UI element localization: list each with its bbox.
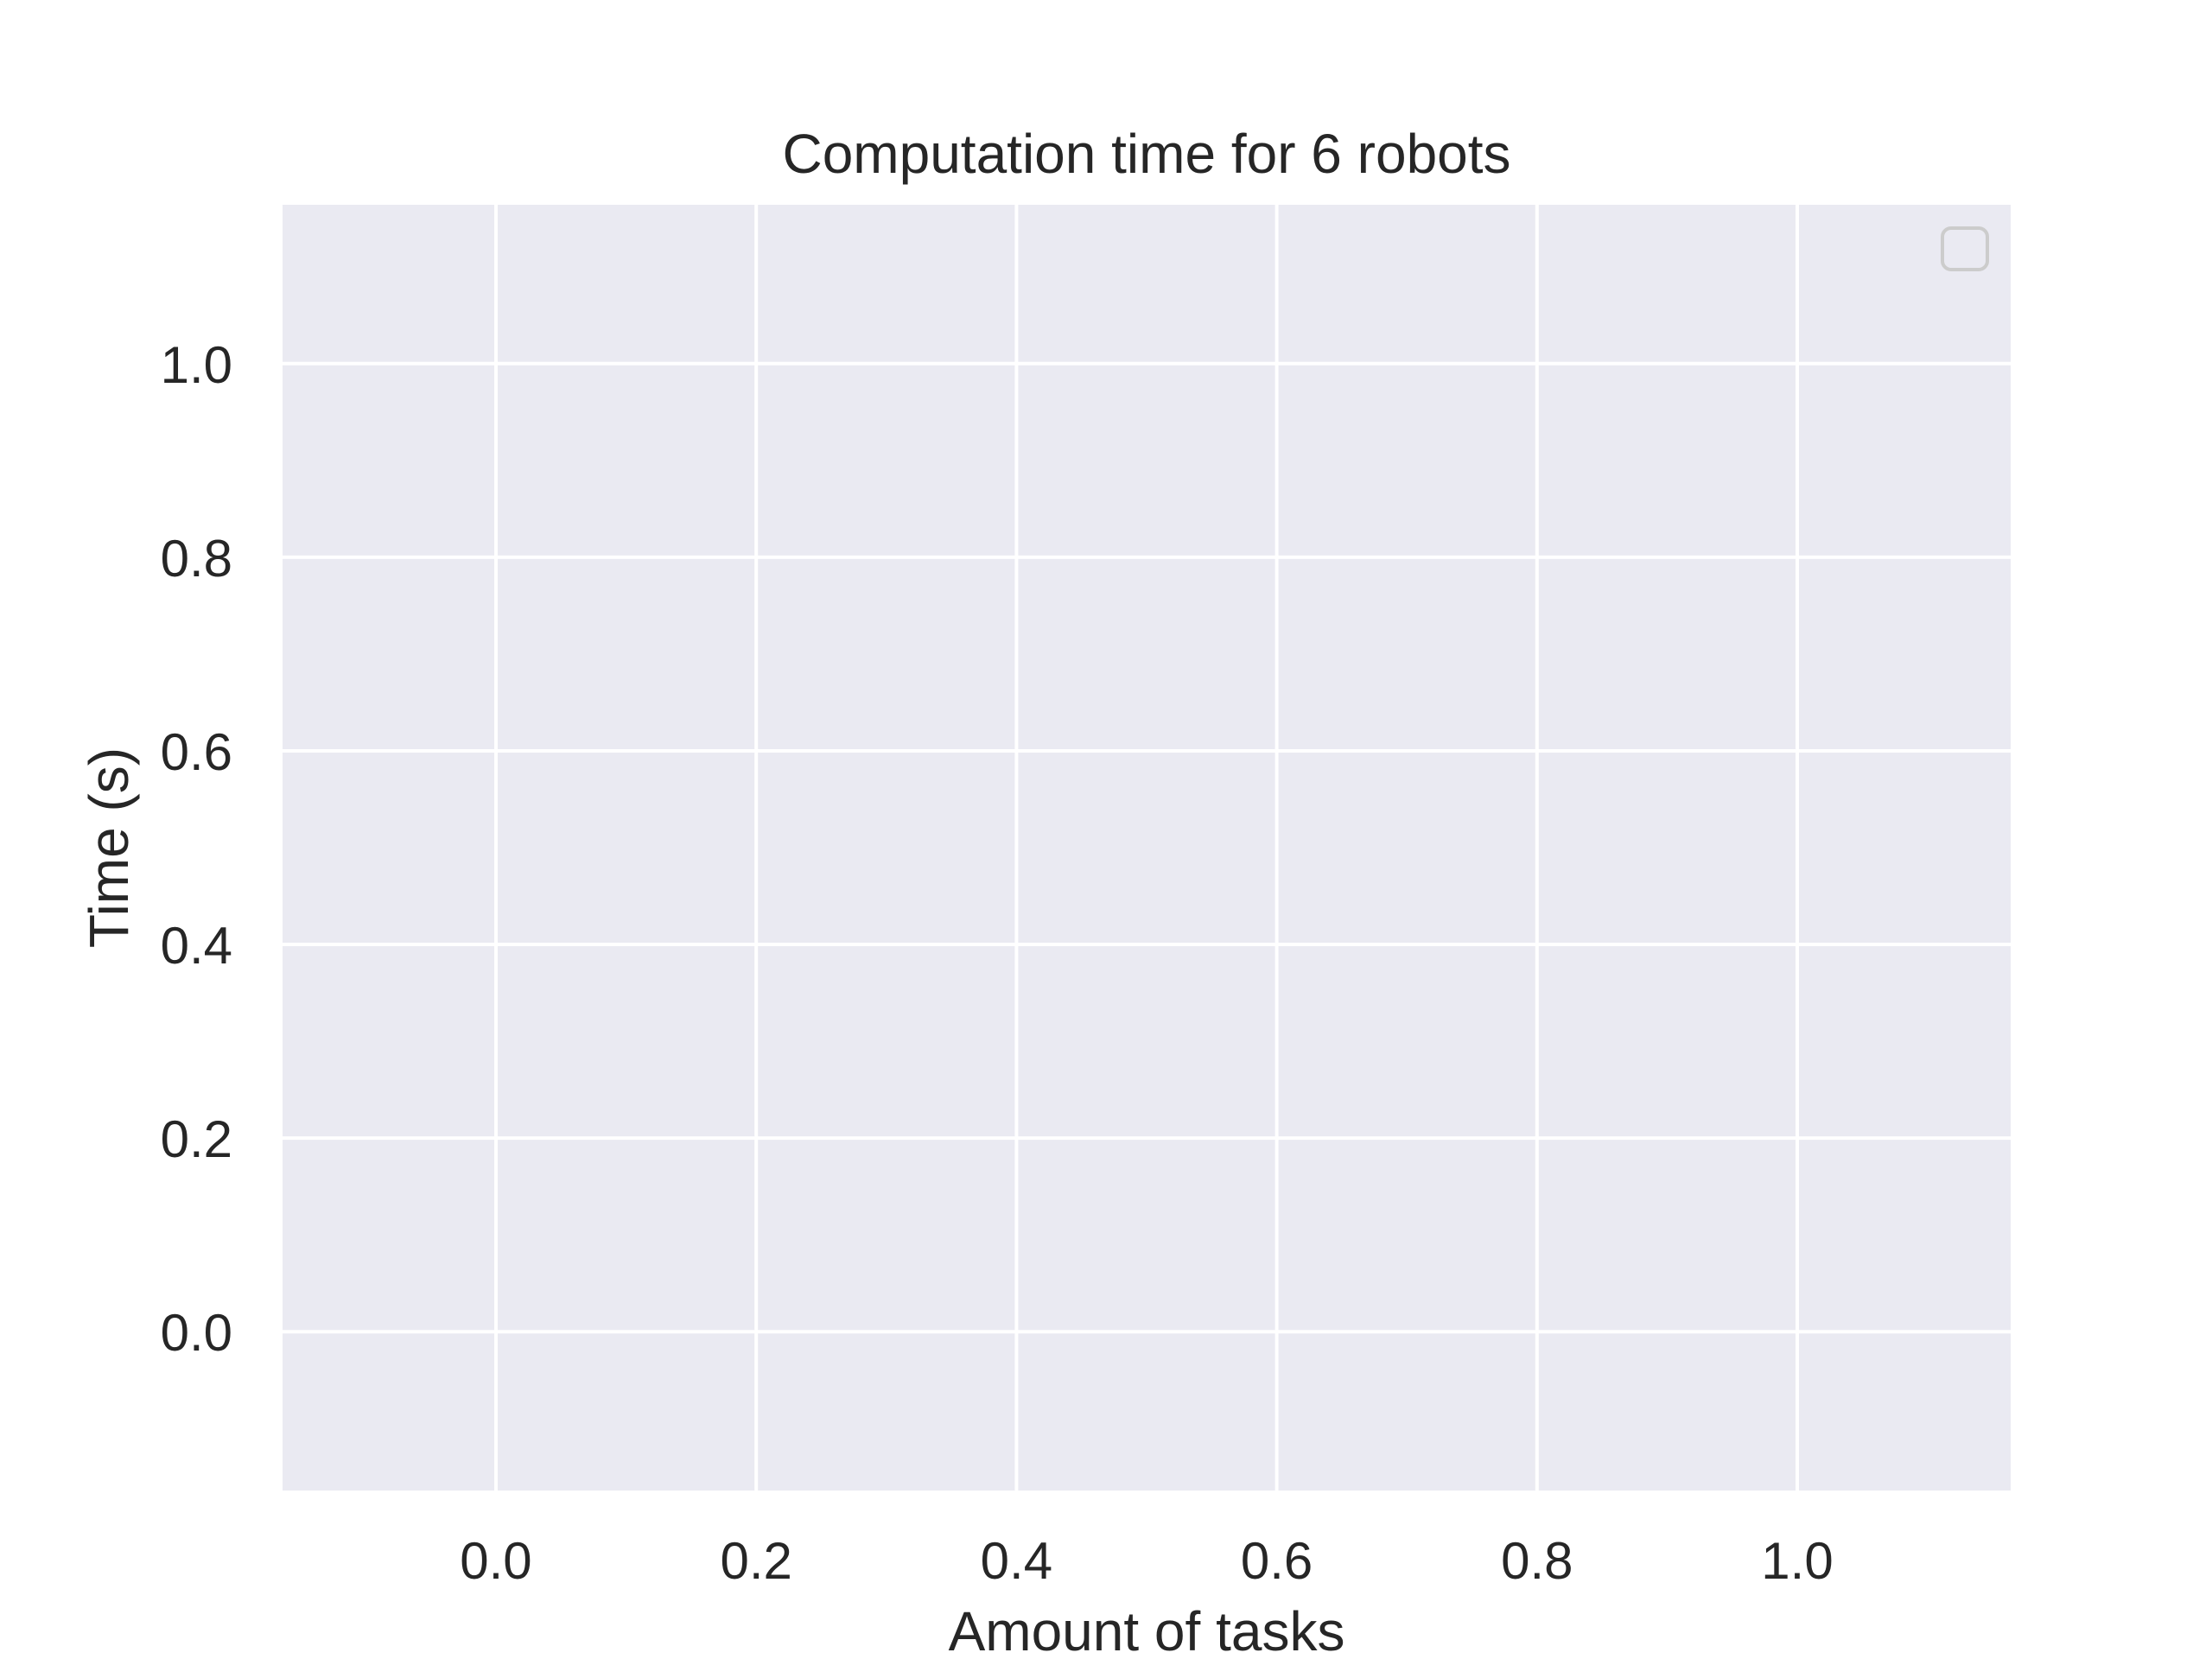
y-tick-label: 0.2 <box>161 1110 232 1168</box>
legend-box <box>1941 226 1989 271</box>
x-tick-label: 1.0 <box>1761 1532 1833 1590</box>
x-gridlines <box>493 205 1800 1491</box>
chart-title: Computation time for 6 robots <box>782 123 1510 185</box>
x-tick-label: 0.4 <box>981 1532 1052 1590</box>
y-tick-label: 0.6 <box>161 723 232 781</box>
plot-area <box>283 205 2011 1491</box>
x-tick-label: 0.6 <box>1241 1532 1313 1590</box>
x-axis-label: Amount of tasks <box>949 1600 1345 1659</box>
y-gridlines <box>283 361 2011 1334</box>
x-tick-label: 0.2 <box>720 1532 791 1590</box>
x-tick-label: 0.0 <box>460 1532 531 1590</box>
y-tick-label: 0.8 <box>161 530 232 588</box>
y-tick-labels: 0.0 0.2 0.4 0.6 0.8 1.0 <box>161 336 232 1362</box>
y-tick-label: 1.0 <box>161 336 232 394</box>
y-tick-label: 0.0 <box>161 1304 232 1362</box>
y-axis-label: Time (s) <box>78 747 140 948</box>
x-tick-labels: 0.0 0.2 0.4 0.6 0.8 1.0 <box>460 1532 1833 1590</box>
y-tick-label: 0.4 <box>161 917 232 975</box>
x-tick-label: 0.8 <box>1501 1532 1573 1590</box>
